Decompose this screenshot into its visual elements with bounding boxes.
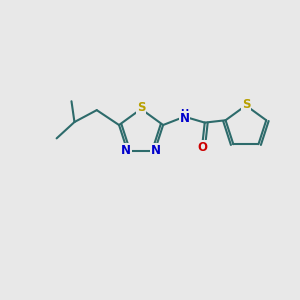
Text: H: H	[180, 109, 188, 119]
Text: N: N	[151, 144, 161, 158]
Text: S: S	[137, 101, 145, 114]
Text: O: O	[197, 141, 207, 154]
Text: S: S	[242, 98, 250, 111]
Text: N: N	[179, 112, 190, 125]
Text: N: N	[121, 144, 131, 158]
